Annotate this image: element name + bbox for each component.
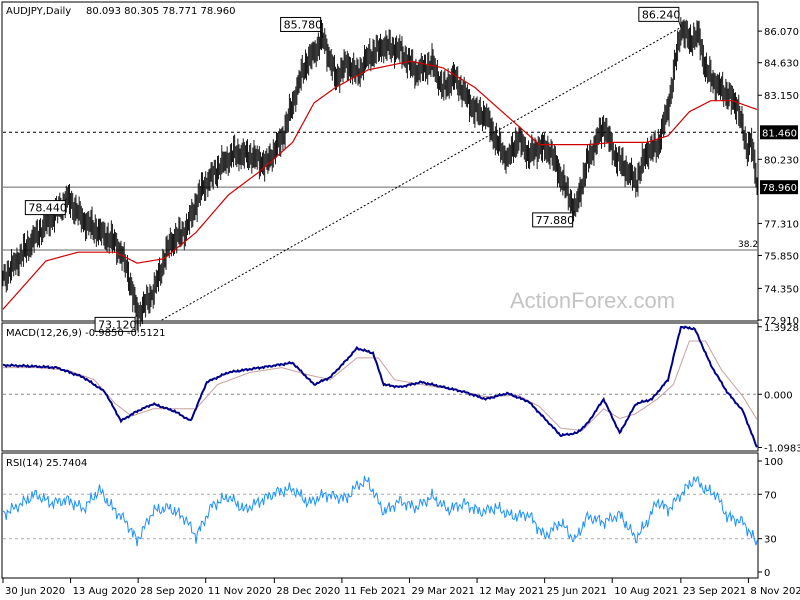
x-tick-label: 11 Nov 2020 [208, 586, 272, 597]
x-tick-label: 28 Dec 2020 [276, 586, 340, 597]
x-tick-label: 29 Mar 2021 [411, 586, 474, 597]
level-tag-81.460: 81.460 [762, 128, 797, 139]
rsi-header: RSI(14) 25.7404 [6, 458, 87, 469]
price-y-tick-label: 83.150 [764, 91, 799, 102]
x-tick-label: 10 Aug 2021 [614, 586, 678, 597]
rsi-panel: 100 70 30 0 [2, 457, 783, 579]
annotation-pointer [320, 31, 323, 38]
annotation-pointer [134, 315, 138, 318]
level-tag-78.960: 78.960 [762, 183, 797, 194]
macd-y-tick-label: 1.3928 [764, 323, 799, 334]
level-tag-bg-81.460 [760, 125, 798, 140]
x-axis: 30 Jun 2020 13 Aug 2020 28 Sep 2020 11 Nov … [2, 578, 800, 597]
annotation-label-86.240: 86.240 [642, 8, 681, 21]
rsi-line [2, 475, 758, 547]
price-header-symbol: AUDJPY,Daily [6, 6, 71, 17]
annotation-box-73.120 [94, 316, 136, 332]
x-tick-label: 28 Sep 2020 [140, 586, 203, 597]
annotation-label-77.880: 77.880 [536, 214, 575, 227]
macd-panel-frame [1, 322, 759, 452]
macd-y-tick-label: -1.0983 [764, 443, 800, 454]
macd-line [2, 325, 758, 448]
price-y-tick-label: 80.230 [764, 155, 799, 166]
price-header-ohlc: 80.093 80.305 78.771 78.960 [86, 6, 236, 17]
price-y-tick-label: 77.310 [764, 219, 799, 230]
price-y-tick-label: 75.850 [764, 251, 799, 262]
annotation-box-77.880 [532, 212, 574, 228]
x-tick-label: 8 Nov 2021 [750, 586, 800, 597]
x-tick-label: 11 Feb 2021 [344, 586, 406, 597]
price-y-tick-label: 86.070 [764, 27, 799, 38]
x-tick-label: 13 Aug 2020 [73, 586, 137, 597]
annotation-box-85.780 [280, 16, 322, 32]
annotation-pointer [65, 198, 68, 201]
moving-average-line [2, 60, 758, 310]
price-panel: 86.070 84.630 83.150 80.230 77.310 75.850 74.3… [2, 6, 799, 333]
macd-panel: 1.3928 0.000 -1.0983 [2, 323, 800, 454]
annotation-label-78.440: 78.440 [28, 202, 67, 215]
price-y-tick-label: 84.630 [764, 59, 799, 70]
price-panel-frame [1, 1, 759, 322]
annotation-label-73.120: 73.120 [98, 318, 136, 331]
x-tick-label: 25 Jun 2021 [547, 586, 607, 597]
annotation-box-86.240 [638, 6, 680, 22]
rsi-y-tick-label: 0 [764, 568, 770, 579]
x-tick-label: 23 Sep 2021 [683, 586, 746, 597]
macd-header: MACD(12,26,9) -0.9850 -0.5121 [6, 328, 166, 339]
macd-y-tick-label: 0.000 [764, 390, 793, 401]
annotation-label-85.780: 85.780 [284, 18, 323, 31]
rsi-panel-frame [1, 452, 759, 579]
price-bars [2, 17, 758, 333]
macd-signal-line [3, 340, 758, 432]
watermark: ActionForex.com [510, 288, 675, 313]
price-y-tick-label: 72.910 [764, 316, 799, 327]
rsi-y-tick-label: 100 [764, 457, 783, 468]
level-tag-bg-78.960 [760, 180, 798, 195]
x-tick-label: 12 May 2021 [479, 586, 544, 597]
fib-label: 38.2 [738, 240, 758, 250]
price-y-tick-label: 74.350 [764, 284, 799, 295]
rsi-y-tick-label: 70 [764, 490, 777, 501]
x-tick-label: 30 Jun 2020 [5, 586, 65, 597]
annotation-box-78.440 [24, 200, 66, 216]
trendline [161, 26, 682, 321]
annotation-pointer [678, 21, 682, 28]
annotation-pointer [572, 210, 575, 214]
rsi-y-tick-label: 30 [764, 535, 777, 546]
